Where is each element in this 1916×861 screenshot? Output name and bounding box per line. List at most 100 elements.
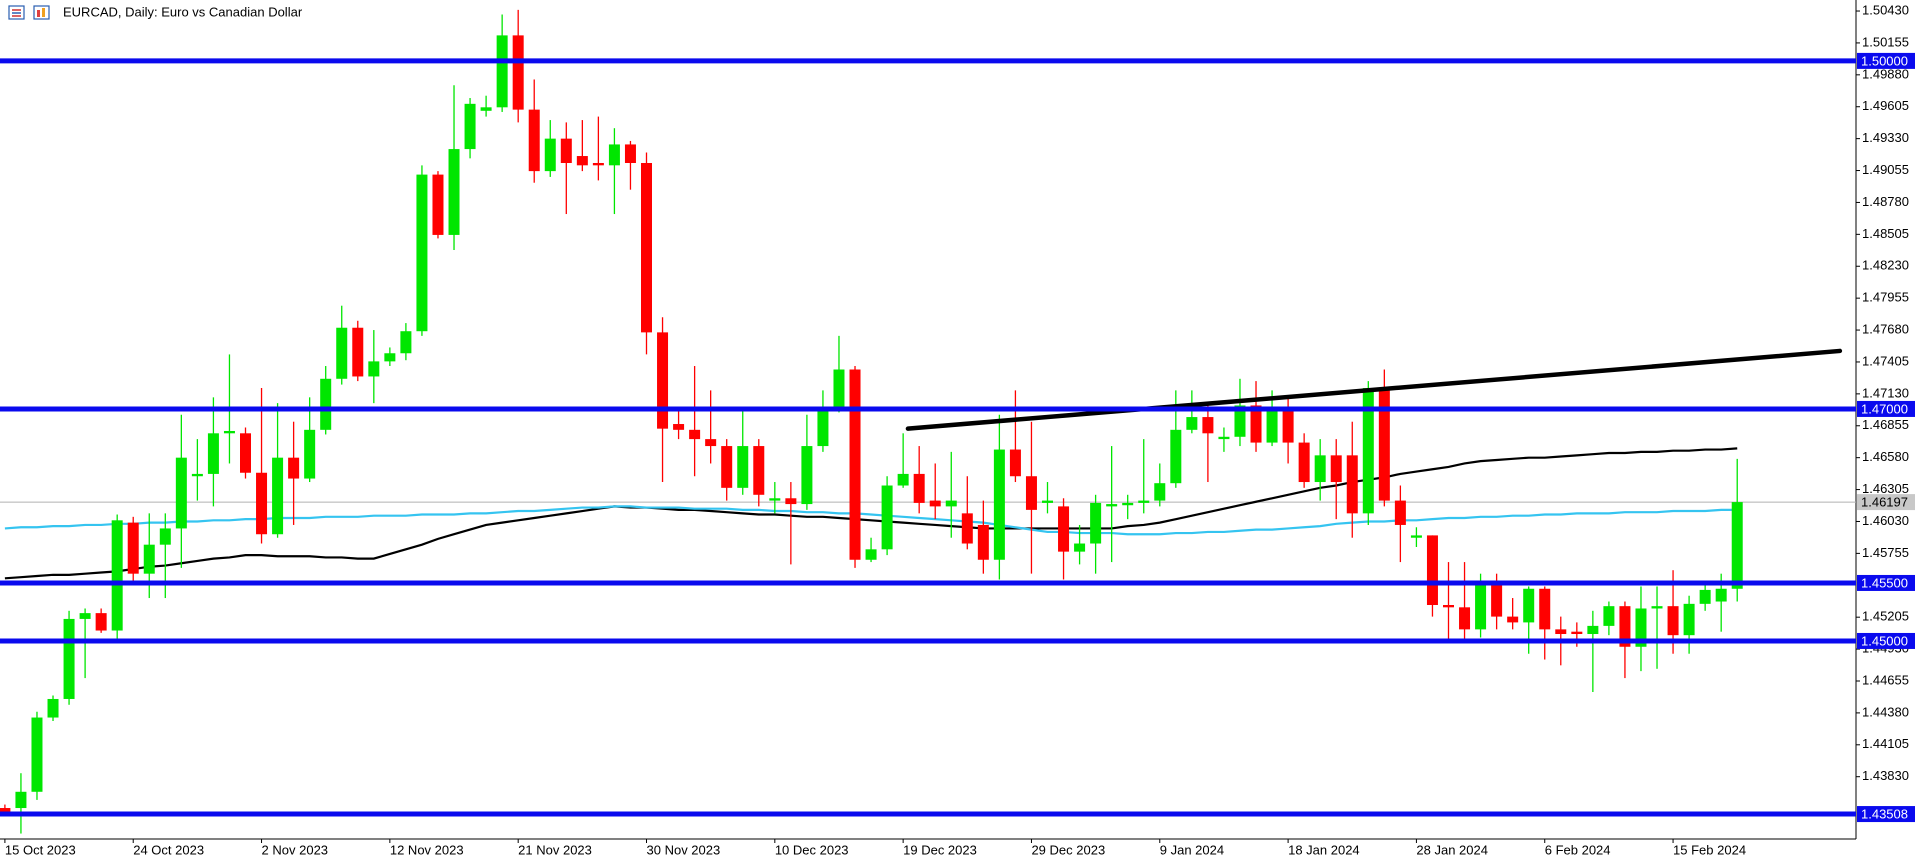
candle-body bbox=[1314, 455, 1326, 483]
candle-body bbox=[336, 327, 348, 379]
y-tick-label: 1.46855 bbox=[1862, 417, 1909, 432]
candle-body bbox=[416, 174, 428, 332]
candle-body bbox=[737, 446, 749, 488]
candle-body bbox=[1426, 535, 1438, 606]
y-tick-label: 1.44380 bbox=[1862, 704, 1909, 719]
candle-body bbox=[1025, 476, 1037, 510]
y-tick-label: 1.46580 bbox=[1862, 449, 1909, 464]
candle-body bbox=[1555, 629, 1567, 635]
candle-body bbox=[1507, 616, 1519, 623]
candle-body bbox=[1138, 500, 1150, 503]
candle-body bbox=[240, 433, 251, 473]
candle-body bbox=[304, 429, 316, 479]
y-tick-label: 1.48780 bbox=[1862, 194, 1909, 209]
candle-body bbox=[1443, 605, 1454, 608]
symbol-icons bbox=[8, 5, 50, 20]
candle-body bbox=[865, 549, 877, 560]
candle-body bbox=[673, 424, 685, 430]
candle-body bbox=[432, 174, 444, 235]
icon-chart bbox=[33, 5, 50, 20]
moving-average-line bbox=[4, 447, 1738, 580]
candle-body bbox=[769, 498, 781, 501]
candle-body bbox=[641, 162, 652, 333]
candle-body bbox=[1074, 543, 1086, 552]
level-label-box bbox=[1857, 632, 1915, 649]
y-tick-label: 1.48505 bbox=[1862, 226, 1909, 241]
y-tick-label: 1.44105 bbox=[1862, 736, 1909, 751]
y-tick-label: 1.49605 bbox=[1862, 98, 1909, 113]
candle-body bbox=[817, 406, 829, 447]
candle-body bbox=[1699, 589, 1711, 604]
candle-body bbox=[993, 449, 1005, 560]
candle-body bbox=[352, 327, 364, 377]
candle-body bbox=[528, 109, 540, 172]
y-tick-label: 1.47130 bbox=[1862, 385, 1909, 400]
current-price-label: 1.46197 bbox=[1861, 495, 1908, 510]
level-label: 1.50000 bbox=[1861, 53, 1908, 68]
candle-body bbox=[1154, 483, 1166, 501]
candle-body bbox=[849, 369, 861, 560]
candle-body bbox=[95, 613, 107, 631]
candle-body bbox=[1635, 608, 1647, 647]
candle-body bbox=[256, 472, 268, 535]
x-tick-label: 19 Dec 2023 bbox=[903, 842, 977, 857]
candle-body bbox=[368, 361, 380, 377]
x-tick-label: 9 Jan 2024 bbox=[1160, 842, 1224, 857]
candle-body bbox=[1186, 417, 1198, 430]
candle-body bbox=[1410, 535, 1422, 538]
y-tick-label: 1.45755 bbox=[1862, 545, 1909, 560]
candle-body bbox=[207, 433, 219, 474]
candle-body bbox=[961, 513, 973, 544]
current-price-box bbox=[1857, 494, 1915, 511]
candle-body bbox=[1731, 502, 1743, 589]
candle-body bbox=[1459, 607, 1471, 630]
candle-body bbox=[1266, 408, 1278, 443]
candle-body bbox=[560, 138, 572, 163]
level-label: 1.45500 bbox=[1861, 575, 1908, 590]
candle-body bbox=[512, 35, 524, 110]
candle-body bbox=[977, 524, 989, 560]
x-tick-label: 15 Oct 2023 bbox=[5, 842, 76, 857]
y-tick-label: 1.44655 bbox=[1862, 672, 1909, 687]
candle-body bbox=[1250, 405, 1262, 443]
candle-body bbox=[0, 808, 11, 813]
candle-body bbox=[592, 162, 604, 166]
candle-body bbox=[1667, 606, 1679, 636]
candle-body bbox=[464, 103, 476, 150]
level-label-box bbox=[1857, 400, 1915, 417]
x-tick-label: 15 Feb 2024 bbox=[1673, 842, 1746, 857]
candle-body bbox=[288, 457, 300, 479]
candle-body bbox=[913, 473, 925, 503]
candle-body bbox=[1090, 502, 1102, 544]
candle-body bbox=[400, 331, 412, 354]
candle-body bbox=[753, 446, 765, 495]
candle-body bbox=[929, 500, 941, 507]
candle-body bbox=[1603, 606, 1615, 626]
candle-body bbox=[15, 791, 27, 809]
x-tick-label: 6 Feb 2024 bbox=[1545, 842, 1611, 857]
candle-body bbox=[785, 498, 797, 505]
trendline bbox=[905, 348, 1843, 431]
candle-body bbox=[705, 439, 717, 447]
candle-body bbox=[47, 698, 59, 718]
icon-bar bbox=[42, 8, 45, 17]
candle-body bbox=[1282, 408, 1294, 443]
level-label-box bbox=[1857, 574, 1915, 591]
x-tick-label: 21 Nov 2023 bbox=[518, 842, 592, 857]
candle-body bbox=[1362, 388, 1374, 514]
candle-body bbox=[272, 457, 284, 535]
candle-body bbox=[496, 35, 508, 108]
candle-body bbox=[143, 544, 155, 574]
y-tick-label: 1.47955 bbox=[1862, 290, 1909, 305]
candle-body bbox=[159, 528, 171, 545]
candle-body bbox=[624, 144, 636, 163]
y-tick-label: 1.50430 bbox=[1862, 2, 1909, 17]
candle-body bbox=[1170, 429, 1182, 484]
candle-body bbox=[1298, 442, 1310, 483]
candle-body bbox=[384, 353, 396, 362]
y-tick-label: 1.46305 bbox=[1862, 481, 1909, 496]
candle-body bbox=[1058, 506, 1070, 552]
candle-body bbox=[657, 332, 669, 429]
